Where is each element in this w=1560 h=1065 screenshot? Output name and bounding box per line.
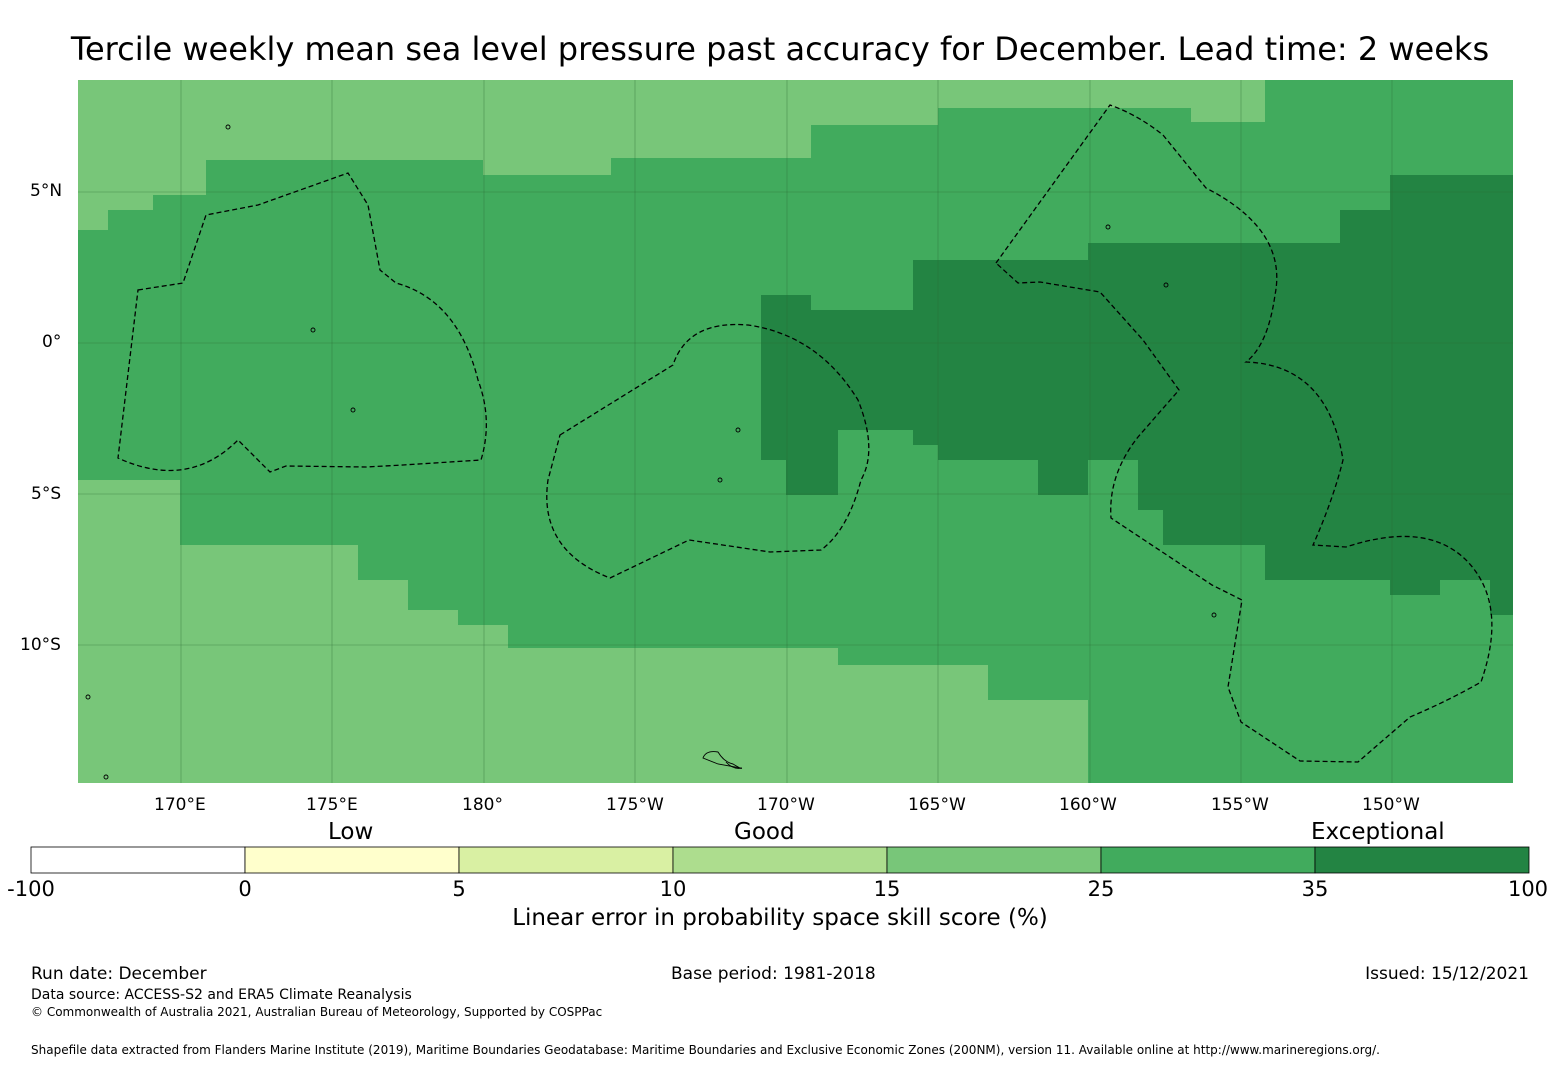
colorbar-segment-25-35 bbox=[1100, 846, 1316, 874]
island-dot bbox=[1163, 282, 1169, 288]
island-dot bbox=[1211, 612, 1217, 618]
colorbar-segment-35-100 bbox=[1314, 846, 1530, 874]
islands bbox=[85, 124, 1217, 780]
graticule bbox=[78, 80, 1513, 783]
island-dot bbox=[85, 694, 91, 700]
colorbar-segment-10-15 bbox=[672, 846, 888, 874]
colorbar-segment-15-25 bbox=[886, 846, 1102, 874]
lon-label-150w: 150°W bbox=[1362, 795, 1420, 815]
colorbar-tick: 0 bbox=[238, 877, 252, 901]
colorbar-tick: 15 bbox=[873, 877, 901, 901]
shapefile-credit: Shapefile data extracted from Flanders M… bbox=[31, 1043, 1380, 1057]
legend-category-good: Good bbox=[734, 819, 795, 845]
lon-label-165w: 165°W bbox=[908, 795, 966, 815]
base-period: Base period: 1981-2018 bbox=[671, 964, 876, 984]
skill-band-35-100 bbox=[761, 175, 1513, 615]
lon-label-170w: 170°W bbox=[757, 795, 815, 815]
colorbar-tick: 10 bbox=[659, 877, 687, 901]
lon-label-170e: 170°E bbox=[154, 795, 206, 815]
chart-title: Tercile weekly mean sea level pressure p… bbox=[70, 30, 1490, 68]
eez-boundary-tokelau bbox=[546, 323, 870, 579]
skill-map bbox=[78, 80, 1513, 783]
lon-label-175w: 175°W bbox=[606, 795, 664, 815]
samoa-island-2 bbox=[725, 761, 743, 769]
lat-label-5s: 5°S bbox=[31, 484, 62, 504]
eez-boundary-kiribati-phoenix-line bbox=[995, 104, 1493, 763]
colorbar-tick: 100 bbox=[1507, 877, 1549, 901]
legend-category-exceptional: Exceptional bbox=[1311, 819, 1445, 845]
colorbar-tick: 25 bbox=[1087, 877, 1115, 901]
lon-label-155w: 155°W bbox=[1211, 795, 1269, 815]
colorbar-tick: 5 bbox=[452, 877, 466, 901]
eez-boundary-tuvalu bbox=[117, 172, 487, 473]
skill-band-25-35-notch bbox=[78, 480, 1088, 783]
eez-boundaries bbox=[117, 104, 1493, 763]
island-dot bbox=[735, 427, 741, 433]
map-area bbox=[78, 80, 1513, 783]
island-dot bbox=[103, 774, 109, 780]
lon-label-180: 180° bbox=[462, 795, 503, 815]
island-dot bbox=[350, 407, 356, 413]
lat-label-5n: 5°N bbox=[30, 181, 63, 201]
colorbar-tick: 35 bbox=[1301, 877, 1329, 901]
colorbar-segment-5-10 bbox=[458, 846, 674, 874]
copyright: © Commonwealth of Australia 2021, Austra… bbox=[31, 1005, 603, 1019]
run-date: Run date: December bbox=[31, 964, 207, 984]
island-dot bbox=[717, 477, 723, 483]
colorbar bbox=[30, 846, 1530, 874]
lat-label-10s: 10°S bbox=[20, 635, 61, 655]
island-dot bbox=[225, 124, 231, 130]
data-source: Data source: ACCESS-S2 and ERA5 Climate … bbox=[31, 987, 412, 1003]
colorbar-segment-0-5 bbox=[244, 846, 460, 874]
legend-category-low: Low bbox=[328, 819, 374, 845]
island-dot bbox=[1105, 224, 1111, 230]
lat-label-0: 0° bbox=[42, 332, 62, 352]
colorbar-tick: -100 bbox=[7, 877, 55, 901]
lon-label-160w: 160°W bbox=[1059, 795, 1117, 815]
colorbar-segment-neg100-0 bbox=[30, 846, 246, 874]
island-dot bbox=[310, 327, 316, 333]
colorbar-label: Linear error in probability space skill … bbox=[512, 905, 1048, 931]
lon-label-175e: 175°E bbox=[306, 795, 358, 815]
issued-date: Issued: 15/12/2021 bbox=[1365, 964, 1529, 984]
